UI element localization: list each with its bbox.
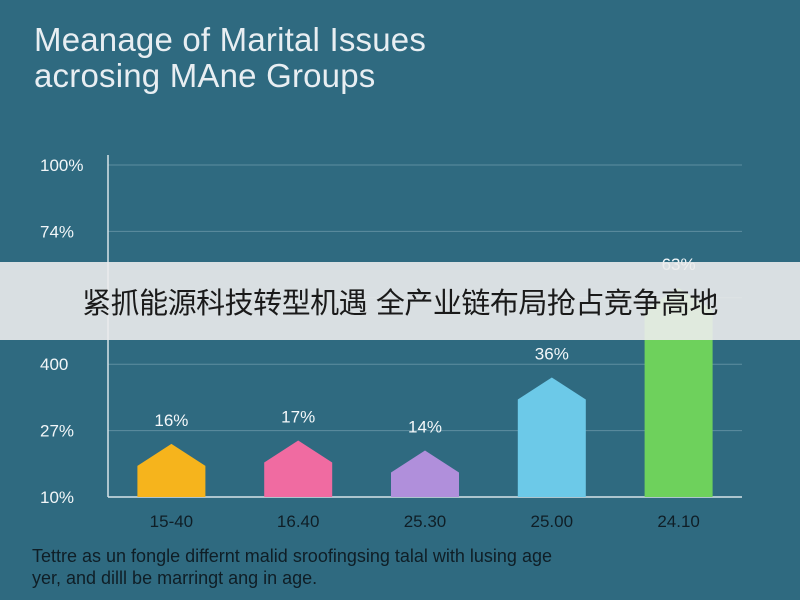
- y-tick-label: 74%: [40, 222, 74, 241]
- x-tick-label: 25.00: [531, 512, 574, 531]
- x-tick-label: 24.10: [657, 512, 700, 531]
- chart-title: Meanage of Marital Issues acrosing MAne …: [34, 22, 774, 94]
- bar-value-label: 17%: [281, 408, 315, 427]
- caption-line-2: yer, and dilll be marringt ang in age.: [32, 568, 318, 588]
- chart-caption: Tettre as un fongle differnt malid sroof…: [32, 545, 772, 589]
- chart-title-line-1: Meanage of Marital Issues: [34, 21, 427, 58]
- bar: [391, 450, 459, 497]
- y-tick-label: 100%: [40, 156, 83, 175]
- chart-title-line-2: acrosing MAne Groups: [34, 57, 376, 94]
- x-tick-label: 15-40: [150, 512, 193, 531]
- bar-value-label: 16%: [154, 411, 188, 430]
- y-tick-label: 10%: [40, 488, 74, 507]
- bar: [264, 440, 333, 497]
- bar: [137, 443, 206, 497]
- bar-value-label: 36%: [535, 344, 569, 363]
- banner-text: 紧抓能源科技转型机遇 全产业链布局抢占竞争高地: [82, 286, 718, 320]
- x-tick-label: 16.40: [277, 512, 320, 531]
- caption-line-1: Tettre as un fongle differnt malid sroof…: [32, 546, 552, 566]
- bar: [644, 287, 713, 497]
- y-tick-label: 400: [40, 355, 68, 374]
- bar-value-label: 14%: [408, 418, 442, 437]
- overlay-banner: 紧抓能源科技转型机遇 全产业链布局抢占竞争高地: [0, 262, 800, 340]
- x-tick-label: 25.30: [404, 512, 447, 531]
- y-tick-label: 27%: [40, 422, 74, 441]
- bar: [517, 377, 586, 497]
